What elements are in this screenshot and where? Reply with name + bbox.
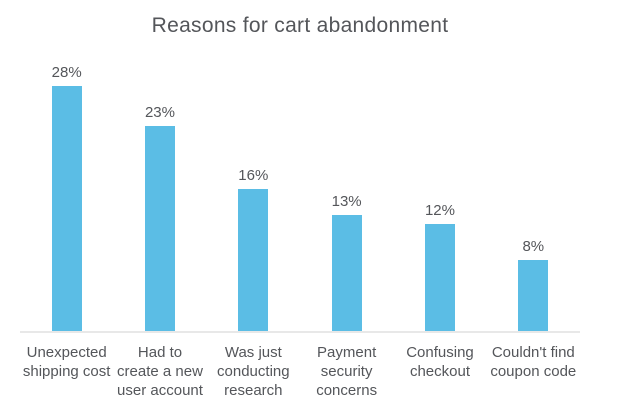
x-axis-line bbox=[20, 331, 580, 333]
bar-group: 16% bbox=[207, 64, 300, 331]
bar-group: 8% bbox=[487, 64, 580, 331]
bar bbox=[51, 86, 82, 331]
bar-group: 13% bbox=[300, 64, 393, 331]
bar-value-label: 28% bbox=[51, 64, 82, 81]
bar bbox=[424, 224, 455, 331]
x-axis-label: Couldn't find coupon code bbox=[490, 344, 577, 380]
x-axis-label: Payment security concerns bbox=[316, 344, 378, 399]
plot-area: 28% 23% 16% 13% 12% 8% Unexpected shippi… bbox=[20, 64, 580, 416]
bar bbox=[238, 188, 269, 331]
bar-group: 12% bbox=[393, 64, 486, 331]
bar bbox=[518, 259, 549, 331]
bar-group: 23% bbox=[113, 64, 206, 331]
x-axis-labels: Unexpected shipping cost Had to create a … bbox=[20, 343, 580, 400]
bar bbox=[144, 126, 175, 331]
bar-value-label: 13% bbox=[331, 193, 362, 211]
bar-value-label: 16% bbox=[238, 166, 269, 184]
bar bbox=[331, 215, 362, 331]
bar-value-label: 23% bbox=[144, 104, 175, 122]
x-axis-label: Confusing checkout bbox=[406, 344, 474, 380]
chart-title: Reasons for cart abandonment bbox=[151, 14, 449, 37]
bars: 28% 23% 16% 13% 12% 8% bbox=[20, 64, 580, 331]
x-axis-label: Was just conducting research bbox=[217, 344, 290, 399]
bar-value-label: 12% bbox=[424, 202, 455, 220]
x-axis-label: Had to create a new user account bbox=[117, 344, 203, 399]
x-axis-label: Unexpected shipping cost bbox=[22, 344, 111, 380]
bar-group: 28% bbox=[20, 64, 113, 331]
bar-value-label: 8% bbox=[522, 237, 545, 255]
